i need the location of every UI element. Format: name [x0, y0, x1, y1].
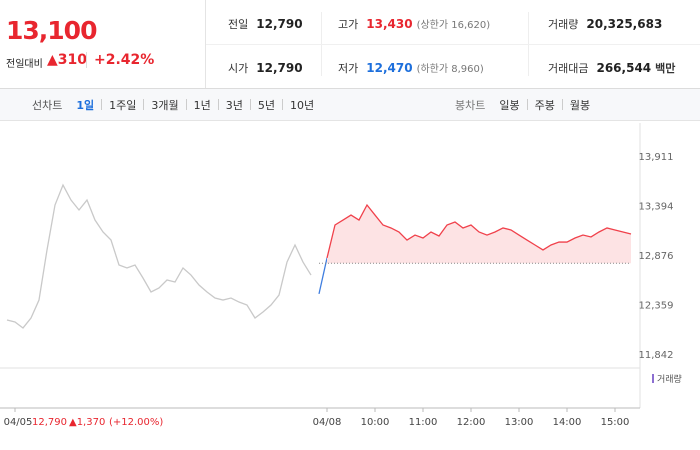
quote-cell: 거래량 20,325,683 [548, 16, 662, 32]
x-tick-label: 11:00 [409, 417, 438, 428]
period-tab[interactable]: 1주일 [109, 99, 137, 112]
value: 20,325,683 [586, 17, 663, 31]
candle-tabs: 봉차트 일봉 주봉 월봉 [455, 97, 590, 113]
change: ▲310 [47, 52, 87, 68]
y-tick-label: 12,359 [639, 301, 674, 312]
y-tick-label: 13,394 [639, 201, 674, 212]
quote-cell: 시가 12,790 [228, 60, 303, 76]
separator [101, 99, 103, 110]
period-tab[interactable]: 1년 [193, 99, 211, 112]
area-fill [327, 205, 631, 264]
y-tick-label: 11,842 [639, 350, 674, 361]
legend-marker [652, 374, 654, 383]
divider [86, 52, 87, 68]
value: 12,790 [256, 61, 303, 75]
quote-cell: 저가 12,470 (하한가 8,960) [338, 60, 484, 76]
quote-cell: 거래대금 266,544 백만 [548, 60, 675, 76]
x-tick-label: 13:00 [505, 417, 534, 428]
change-rate: +2.42% [94, 52, 155, 68]
prev-day-summary: 12,790 [32, 417, 67, 428]
y-tick-label: 12,876 [639, 251, 674, 262]
x-tick-label: 12:00 [457, 417, 486, 428]
divider [206, 44, 700, 45]
value: 266,544 [596, 61, 652, 75]
label: 거래량 [548, 18, 579, 31]
separator [526, 99, 528, 110]
x-tick-label: 04/05 [4, 417, 33, 428]
period-tab[interactable]: 3년 [225, 99, 243, 112]
period-tab[interactable]: 5년 [257, 99, 276, 112]
separator [185, 99, 187, 110]
period-tab[interactable]: 10년 [290, 99, 315, 112]
price-line [318, 257, 328, 295]
separator [561, 99, 563, 110]
quote-cell: 고가 13,430 (상한가 16,620) [338, 16, 490, 32]
value: 12,470 [366, 61, 413, 75]
x-tick-label: 04/08 [313, 417, 342, 428]
label: 거래대금 [548, 62, 589, 75]
separator [143, 99, 145, 110]
separator [282, 99, 284, 110]
prev-day-rate: (+12.00%) [109, 417, 163, 428]
note: (하한가 8,960) [416, 64, 484, 75]
period-tab[interactable]: 일봉 [499, 99, 520, 112]
price-line [6, 183, 312, 329]
chart: 11,842 12,359 12,876 13,394 13,911 04/05 04/08… [0, 123, 682, 428]
value: 12,790 [256, 17, 303, 31]
line-tabs: 선차트 1일 1주일 3개월 1년 3년 5년 10년 [32, 97, 314, 113]
tab-bar: 선차트 1일 1주일 3개월 1년 3년 5년 10년 봉차트 일봉 주봉 월봉 [0, 88, 700, 121]
x-tick-label: 10:00 [361, 417, 390, 428]
price-box: 13,100 전일대비 ▲310 +2.42% [0, 0, 206, 88]
x-tick-label: 15:00 [601, 417, 630, 428]
label: 고가 [338, 18, 359, 31]
period-tab[interactable]: 주봉 [534, 99, 555, 112]
y-tick-label: 13,911 [639, 152, 674, 163]
value: 13,430 [366, 17, 413, 31]
period-tab[interactable]: 월봉 [569, 99, 591, 112]
quote-grid: 전일 12,790 고가 13,430 (상한가 16,620) 거래량 20,325,… [206, 0, 700, 88]
unit: 백만 [655, 62, 676, 75]
tab-group-label: 선차트 [32, 99, 63, 112]
period-tab[interactable]: 1일 [76, 99, 95, 112]
separator [217, 99, 219, 110]
change-caption: 전일대비 [6, 59, 43, 70]
quote-cell: 전일 12,790 [228, 16, 303, 32]
label: 전일 [228, 18, 249, 31]
price-line [326, 203, 632, 259]
current-price: 13,100 [6, 16, 97, 45]
tab-group-label: 봉차트 [455, 99, 486, 112]
x-tick-label: 14:00 [553, 417, 582, 428]
period-tab[interactable]: 3개월 [151, 99, 179, 112]
separator [249, 99, 251, 110]
label: 저가 [338, 62, 359, 75]
legend-label: 거래량 [657, 373, 682, 385]
label: 시가 [228, 62, 249, 75]
note: (상한가 16,620) [416, 20, 491, 31]
prev-day-change: ▲1,370 [69, 417, 105, 428]
